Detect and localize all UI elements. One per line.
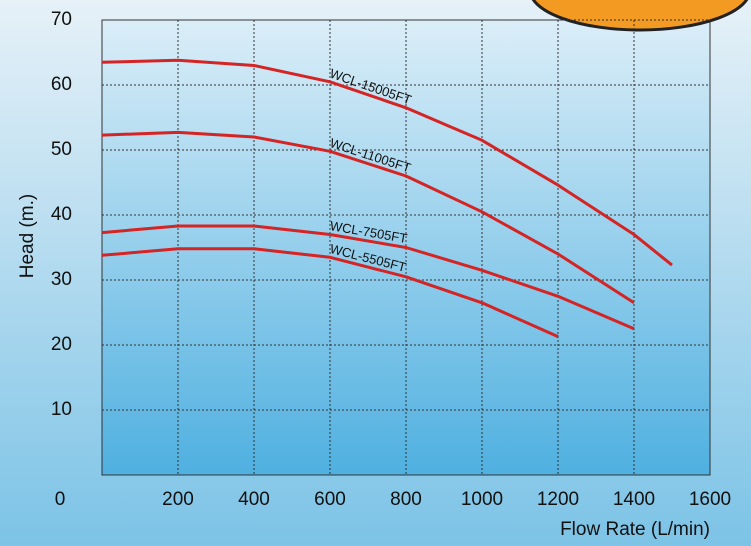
x-tick-label: 200 xyxy=(162,489,194,510)
x-tick-label: 1200 xyxy=(537,489,579,510)
y-axis-label: Head (m.) xyxy=(17,194,38,278)
y-tick-label: 60 xyxy=(51,74,72,95)
y-tick-label: 30 xyxy=(51,269,72,290)
series-line xyxy=(101,130,635,305)
x-tick-label: 1400 xyxy=(613,489,655,510)
decoration xyxy=(531,0,749,32)
y-tick-label: 40 xyxy=(51,204,72,225)
y-tick-label: 70 xyxy=(51,9,72,30)
y-tick-label: 0 xyxy=(55,489,66,510)
series-line xyxy=(101,224,635,331)
x-tick-label: 1000 xyxy=(461,489,503,510)
x-tick-label: 600 xyxy=(314,489,346,510)
x-tick-label: 800 xyxy=(390,489,422,510)
x-axis-label: Flow Rate (L/min) xyxy=(560,519,710,540)
series-line xyxy=(101,58,673,267)
x-tick-label: 1600 xyxy=(689,489,731,510)
y-tick-label: 20 xyxy=(51,334,72,355)
y-tick-label: 10 xyxy=(51,399,72,420)
series-line xyxy=(101,247,559,338)
x-tick-label: 400 xyxy=(238,489,270,510)
y-tick-label: 50 xyxy=(51,139,72,160)
